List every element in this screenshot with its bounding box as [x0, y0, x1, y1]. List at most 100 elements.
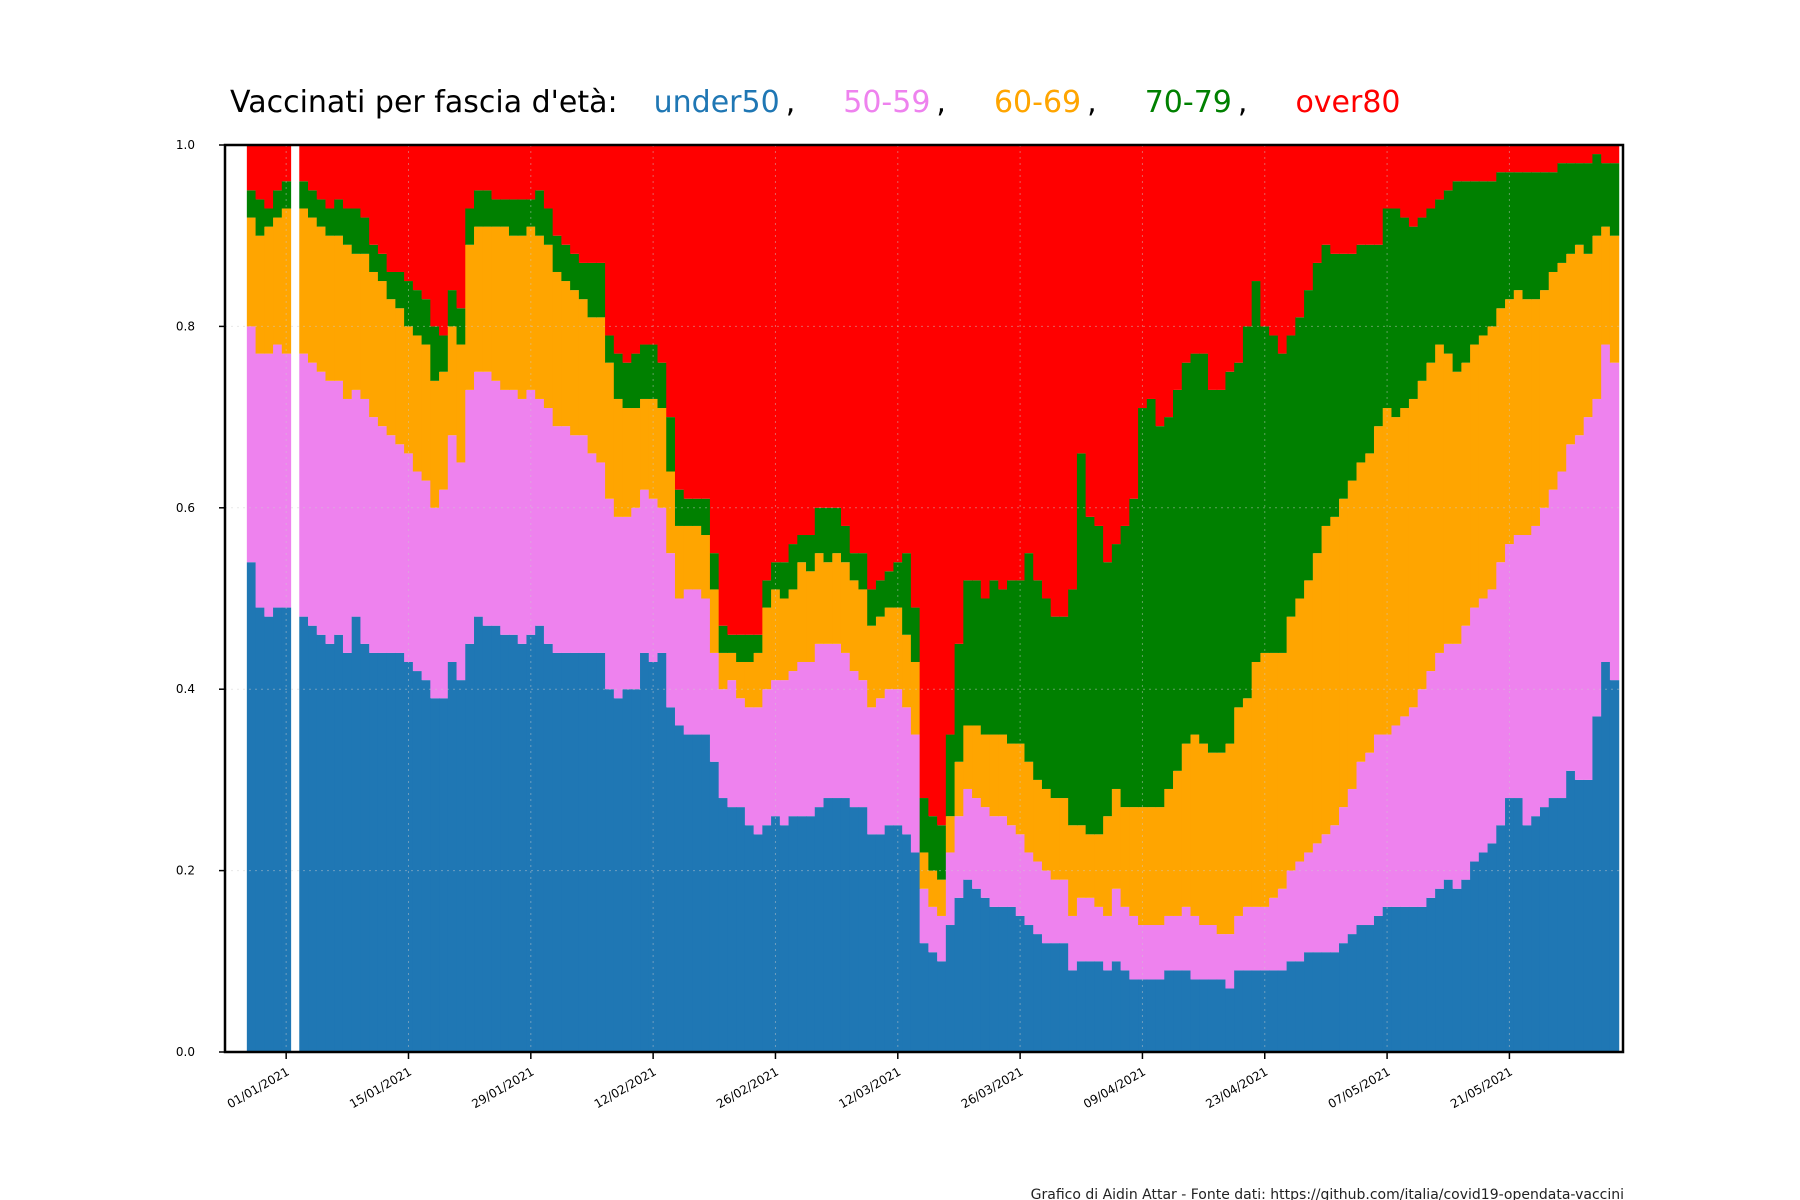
bar-segment-under50	[849, 807, 860, 1052]
bar-segment-50-59	[1251, 906, 1261, 971]
bar-segment-70-79	[281, 181, 292, 209]
bar-segment-under50	[980, 897, 991, 1052]
bar-segment-70-79	[1496, 172, 1506, 309]
bar-segment-under50	[744, 825, 755, 1052]
bar-segment-70-79	[718, 625, 729, 653]
bar-segment-under50	[727, 807, 737, 1052]
bar-segment-50-59	[753, 707, 763, 835]
bar-segment-over80	[351, 145, 362, 209]
bar-segment-50-59	[683, 589, 694, 735]
bar-segment-70-79	[1260, 326, 1270, 653]
bar-segment-50-59	[814, 643, 825, 808]
bar-segment-50-59	[1478, 598, 1489, 853]
bar-segment-70-79	[1356, 244, 1366, 463]
chart-title: Vaccinati per fascia d'età: under50 , 50…	[230, 85, 1401, 120]
title-separator: ,	[1238, 85, 1248, 120]
bar-segment-over80	[1435, 145, 1445, 200]
bar-segment-60-69	[832, 553, 842, 644]
bar-segment-over80	[806, 145, 816, 536]
bar-segment-70-79	[1426, 208, 1436, 363]
bar-segment-60-69	[369, 271, 379, 418]
bar-segment-over80	[709, 145, 720, 554]
bar-segment-under50	[1513, 798, 1524, 1052]
bar-segment-60-69	[1138, 807, 1148, 926]
bar-segment-over80	[1041, 145, 1052, 599]
bar-segment-70-79	[1505, 172, 1515, 300]
bar-segment-50-59	[972, 798, 982, 889]
bar-segment-50-59	[928, 906, 938, 953]
title-prefix: Vaccinati per fascia d'età:	[230, 85, 618, 120]
bar-segment-over80	[945, 145, 956, 735]
bar-segment-under50	[692, 734, 702, 1052]
bar-segment-under50	[456, 680, 466, 1052]
bar-segment-70-79	[849, 553, 860, 581]
bar-segment-50-59	[771, 680, 781, 817]
bar-segment-60-69	[1216, 752, 1227, 935]
bar-segment-70-79	[1548, 172, 1559, 272]
bar-segment-over80	[631, 145, 641, 354]
bar-segment-50-59	[945, 852, 956, 926]
bar-segment-50-59	[482, 371, 493, 626]
bar-segment-under50	[1443, 879, 1454, 1052]
bar-segment-50-59	[1461, 625, 1471, 880]
bar-segment-under50	[334, 634, 344, 1052]
bar-segment-under50	[683, 734, 694, 1052]
bar-segment-60-69	[1548, 271, 1559, 490]
bar-segment-over80	[255, 145, 265, 200]
bar-segment-60-69	[1024, 761, 1034, 853]
bar-segment-50-59	[386, 435, 396, 653]
bar-segment-over80	[1251, 145, 1261, 282]
plot-frame	[223, 143, 1625, 1054]
bar-segment-70-79	[823, 507, 833, 563]
bar-segment-60-69	[1277, 652, 1288, 889]
bar-segment-60-69	[1190, 734, 1200, 916]
bar-segment-60-69	[1225, 743, 1235, 935]
bar-segment-70-79	[762, 580, 772, 608]
bar-segment-60-69	[640, 398, 650, 490]
bar-segment-under50	[1164, 970, 1174, 1052]
bar-segment-over80	[832, 145, 842, 508]
bar-segment-70-79	[500, 199, 510, 227]
bar-segment-over80	[1103, 145, 1113, 563]
x-tick-label: 23/04/2021	[1203, 1064, 1270, 1111]
bar-segment-50-59	[1190, 915, 1200, 980]
bar-segment-over80	[517, 145, 528, 200]
bar-segment-50-59	[622, 516, 632, 690]
bar-segment-60-69	[666, 471, 676, 554]
bar-segment-under50	[404, 661, 414, 1052]
bar-segment-50-59	[1574, 435, 1585, 780]
bar-segment-50-59	[1487, 589, 1497, 844]
bar-segment-over80	[788, 145, 798, 545]
bar-segment-over80	[797, 145, 807, 536]
bar-segment-60-69	[500, 226, 510, 390]
bar-segment-50-59	[692, 589, 702, 735]
bar-segment-under50	[1260, 970, 1270, 1052]
bar-segment-under50	[1242, 970, 1253, 1052]
bar-segment-70-79	[1592, 154, 1602, 236]
bar-segment-under50	[666, 707, 676, 1052]
bar-segment-70-79	[666, 417, 676, 472]
bar-segment-60-69	[395, 308, 405, 445]
bar-segment-50-59	[1408, 707, 1419, 907]
bar-segment-over80	[736, 145, 746, 635]
bar-segment-over80	[954, 145, 964, 644]
bar-segment-70-79	[255, 199, 265, 236]
bar-segment-over80	[1295, 145, 1305, 318]
bar-segment-70-79	[1068, 589, 1078, 826]
bar-segment-60-69	[1207, 752, 1218, 926]
bar-segment-over80	[701, 145, 711, 499]
bar-segment-under50	[1085, 961, 1095, 1052]
x-tick-label: 01/01/2021	[225, 1064, 292, 1111]
bar-segment-under50	[1601, 661, 1611, 1052]
bar-segment-60-69	[858, 589, 868, 681]
bar-segment-under50	[578, 652, 589, 1052]
bar-segment-under50	[439, 698, 449, 1052]
bar-segment-under50	[1417, 906, 1428, 1052]
bar-segment-70-79	[1373, 244, 1384, 427]
bar-segment-70-79	[709, 553, 720, 590]
bar-segment-50-59	[1304, 852, 1314, 953]
bar-segment-over80	[386, 145, 396, 272]
bar-segment-under50	[1277, 970, 1288, 1052]
bar-segment-under50	[1129, 979, 1139, 1052]
bar-segment-under50	[1461, 879, 1471, 1052]
